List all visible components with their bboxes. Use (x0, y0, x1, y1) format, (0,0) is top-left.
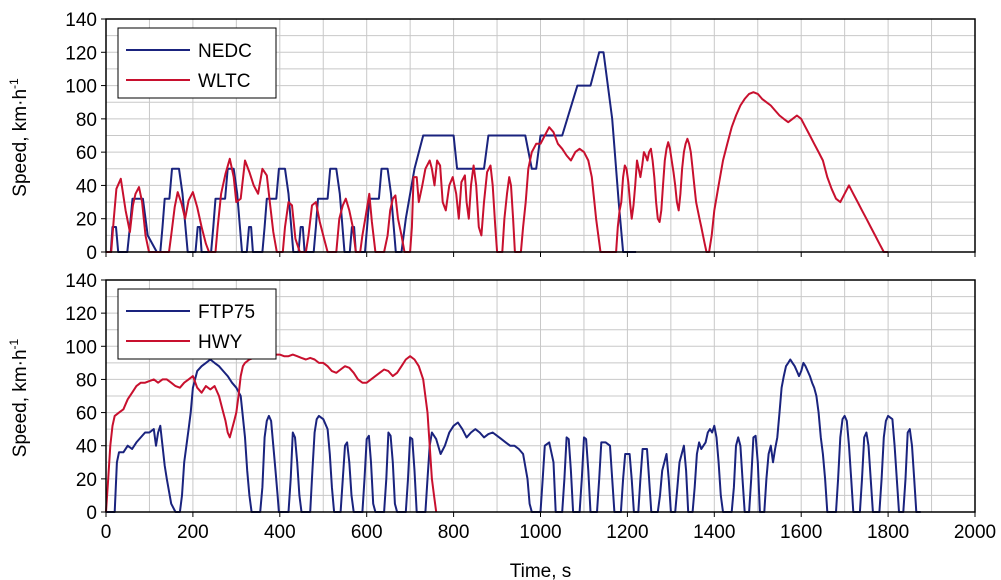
y-tick-label: 120 (65, 304, 97, 325)
y-tick-label: 20 (76, 210, 97, 231)
x-tick-label: 0 (101, 522, 112, 543)
legend-label-ftp75: FTP75 (198, 302, 255, 323)
series-line-wltc (106, 91, 889, 253)
x-tick-label: 600 (351, 522, 383, 543)
series-line-ftp75 (106, 358, 921, 513)
y-axis-title: Speed, km·h-1 (7, 338, 31, 457)
y-tick-label: 40 (76, 437, 97, 458)
legend: FTP75 HWY (117, 288, 277, 360)
y-tick-label: 0 (86, 243, 97, 264)
x-tick-label: 200 (177, 522, 209, 543)
x-tick-label: 1600 (780, 522, 822, 543)
legend: NEDC WLTC (117, 27, 277, 99)
y-tick-label: 40 (76, 176, 97, 197)
y-tick-label: 100 (65, 337, 97, 358)
y-axis-title-superscript: -1 (7, 78, 21, 89)
panel-top: 0 20 40 60 80 100 120 140 Speed, km·h-1 NEDC WLTC (7, 10, 976, 264)
y-axis-title-text: Speed, km·h (10, 349, 31, 457)
y-tick-label: 140 (65, 10, 97, 31)
x-tick-label: 2000 (954, 522, 996, 543)
legend-label-wltc: WLTC (198, 71, 250, 92)
y-tick-label: 0 (86, 503, 97, 524)
x-axis-title: Time, s (510, 561, 572, 580)
y-tick-label: 140 (65, 271, 97, 292)
x-tick-label: 1200 (606, 522, 648, 543)
y-tick-label: 80 (76, 370, 97, 391)
legend-label-nedc: NEDC (198, 41, 252, 62)
y-tick-label: 20 (76, 470, 97, 491)
y-axis-title: Speed, km·h-1 (7, 78, 31, 197)
y-tick-label: 100 (65, 77, 97, 98)
y-axis-title-text: Speed, km·h (10, 89, 31, 197)
x-tick-label: 1400 (693, 522, 735, 543)
x-tick-label: 400 (264, 522, 296, 543)
y-tick-label: 60 (76, 143, 97, 164)
y-axis-title-superscript: -1 (7, 338, 21, 349)
x-tick-label: 1800 (867, 522, 909, 543)
x-tick-label: 1000 (519, 522, 561, 543)
y-tick-label: 80 (76, 110, 97, 131)
legend-box (117, 27, 277, 99)
legend-label-hwy: HWY (198, 332, 243, 353)
series-line-nedc (106, 51, 637, 253)
legend-box (117, 288, 277, 360)
y-tick-label: 60 (76, 404, 97, 425)
y-tick-label: 120 (65, 43, 97, 64)
x-tick-label: 800 (438, 522, 470, 543)
